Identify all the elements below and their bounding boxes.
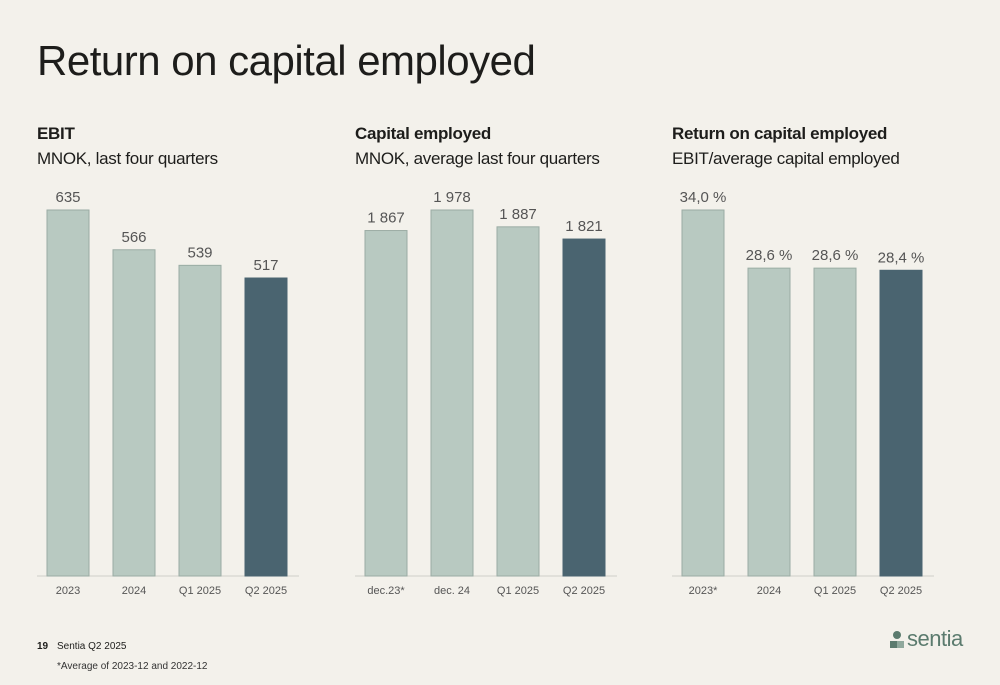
- data-label: 539: [187, 244, 212, 261]
- chart-title: Capital employed: [355, 124, 491, 143]
- bar: [813, 267, 857, 577]
- logo-text: sentia: [907, 626, 963, 651]
- chart-panel-capital-employed: Capital employed MNOK, average last four…: [355, 120, 655, 610]
- data-label: 1 978: [433, 189, 471, 206]
- bar: [747, 267, 791, 577]
- sentia-logo: sentia: [889, 626, 969, 654]
- bar: [178, 264, 222, 577]
- bar: [364, 230, 408, 577]
- data-label: 28,6 %: [746, 247, 793, 264]
- bar: [244, 277, 288, 577]
- data-label: 34,0 %: [680, 189, 727, 206]
- data-label: 566: [121, 229, 146, 246]
- roce-chart: 34,0 % 2023* 28,6 % 2024 28,6 % Q1 2025 28,4 %…: [672, 189, 934, 597]
- data-label: 1 867: [367, 210, 405, 227]
- chart-subtitle: EBIT/average capital employed: [672, 149, 900, 168]
- x-tick-label: Q1 2025: [814, 585, 856, 597]
- data-label: 28,4 %: [878, 249, 925, 266]
- chart-subtitle: MNOK, last four quarters: [37, 149, 218, 168]
- x-tick-label: dec.23*: [367, 585, 405, 597]
- page-title: Return on capital employed: [37, 37, 536, 84]
- data-label: 28,6 %: [812, 247, 859, 264]
- chart-panel-ebit: EBIT MNOK, last four quarters 635 2023 566…: [37, 120, 337, 610]
- x-tick-label: Q2 2025: [880, 585, 922, 597]
- document-label: Sentia Q2 2025: [57, 641, 127, 652]
- chart-subtitle: MNOK, average last four quarters: [355, 149, 600, 168]
- bar: [879, 269, 923, 577]
- bar: [562, 238, 606, 577]
- bar: [112, 249, 156, 577]
- x-tick-label: Q1 2025: [179, 585, 221, 597]
- data-label: 517: [253, 257, 278, 274]
- bar: [496, 226, 540, 577]
- x-tick-label: 2024: [122, 585, 146, 597]
- footnote: *Average of 2023-12 and 2022-12: [57, 661, 208, 672]
- x-tick-label: Q1 2025: [497, 585, 539, 597]
- data-label: 635: [55, 189, 80, 206]
- chart-title: Return on capital employed: [672, 124, 888, 143]
- x-tick-label: Q2 2025: [563, 585, 605, 597]
- bar: [681, 209, 725, 577]
- x-tick-label: dec. 24: [434, 585, 470, 597]
- x-tick-label: Q2 2025: [245, 585, 287, 597]
- bar: [430, 209, 474, 577]
- bar: [46, 209, 90, 577]
- logo-mark-icon: [890, 631, 904, 648]
- chart-panel-roce: Return on capital employed EBIT/average …: [672, 120, 972, 610]
- x-tick-label: 2023*: [689, 585, 718, 597]
- page-number: 19: [37, 641, 49, 652]
- capital-employed-chart: 1 867 dec.23* 1 978 dec. 24 1 887 Q1 2025 1 82…: [355, 189, 617, 597]
- x-tick-label: 2023: [56, 585, 80, 597]
- ebit-chart: 635 2023 566 2024 539 Q1 2025 517 Q2 2025: [37, 189, 299, 597]
- chart-title: EBIT: [37, 124, 75, 143]
- x-tick-label: 2024: [757, 585, 781, 597]
- data-label: 1 887: [499, 206, 537, 223]
- data-label: 1 821: [565, 218, 603, 235]
